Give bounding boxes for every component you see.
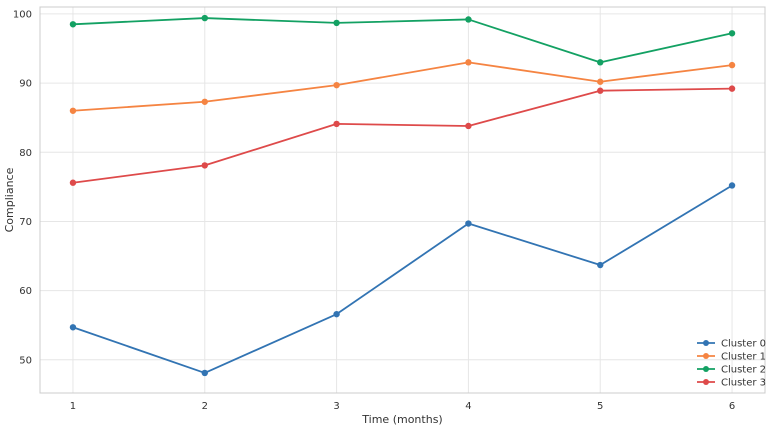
data-point bbox=[201, 369, 208, 377]
legend-item: Cluster 1 bbox=[697, 352, 766, 363]
data-point bbox=[597, 261, 604, 269]
legend-marker bbox=[703, 353, 709, 359]
x-tick-label: 2 bbox=[202, 401, 208, 412]
y-tick-label: 90 bbox=[19, 79, 32, 90]
data-point bbox=[69, 107, 77, 114]
y-tick-label: 60 bbox=[19, 286, 32, 297]
legend-item: Cluster 2 bbox=[697, 365, 766, 376]
x-axis-label: Time (months) bbox=[361, 413, 442, 426]
y-tick-label: 100 bbox=[13, 9, 32, 20]
legend-marker bbox=[703, 340, 709, 346]
data-point bbox=[333, 310, 340, 318]
data-point bbox=[728, 182, 736, 189]
data-point bbox=[465, 16, 472, 23]
data-point bbox=[465, 59, 472, 66]
x-tick-label: 4 bbox=[465, 401, 471, 412]
data-point bbox=[728, 85, 736, 92]
legend-label: Cluster 1 bbox=[721, 352, 766, 363]
data-point bbox=[201, 162, 208, 169]
data-point bbox=[201, 98, 208, 105]
x-tick-label: 1 bbox=[70, 401, 76, 412]
data-point bbox=[728, 61, 736, 69]
data-point bbox=[333, 120, 340, 128]
data-point bbox=[597, 59, 604, 66]
legend-marker bbox=[703, 379, 709, 385]
x-tick-label: 5 bbox=[597, 401, 603, 412]
legend-label: Cluster 0 bbox=[721, 339, 766, 350]
series-cluster-0 bbox=[69, 182, 736, 377]
series-line bbox=[72, 87, 733, 184]
gridlines bbox=[40, 7, 765, 393]
series-cluster-1 bbox=[69, 59, 736, 114]
series-line bbox=[72, 61, 733, 112]
legend-item: Cluster 0 bbox=[697, 339, 766, 350]
data-point bbox=[333, 19, 340, 27]
y-tick-label: 50 bbox=[19, 355, 32, 366]
series-line bbox=[72, 184, 733, 374]
data-point bbox=[728, 30, 736, 37]
legend-marker bbox=[703, 366, 709, 372]
data-point bbox=[597, 87, 604, 94]
y-axis-label: Compliance bbox=[3, 167, 16, 232]
x-tick-label: 6 bbox=[729, 401, 735, 412]
data-point bbox=[201, 14, 208, 22]
series-line bbox=[72, 17, 733, 64]
plot-frame bbox=[39, 6, 766, 394]
axis-ticks: 50 60 70 80 90 100 1 2 3 4 5 6 bbox=[13, 9, 735, 412]
x-tick-label: 3 bbox=[333, 401, 339, 412]
data-point bbox=[465, 220, 472, 227]
data-point bbox=[69, 21, 77, 28]
legend-label: Cluster 3 bbox=[721, 378, 766, 389]
y-tick-label: 70 bbox=[19, 217, 32, 228]
data-point bbox=[333, 81, 340, 89]
legend-label: Cluster 2 bbox=[721, 365, 766, 376]
y-tick-label: 80 bbox=[19, 148, 32, 159]
data-point bbox=[597, 78, 604, 85]
data-point bbox=[69, 324, 77, 331]
series-lines bbox=[69, 14, 736, 377]
legend-item: Cluster 3 bbox=[697, 378, 766, 389]
series-cluster-2 bbox=[69, 14, 736, 66]
legend: Cluster 0 Cluster 1 Cluster 2 Cluster 3 bbox=[697, 339, 766, 389]
series-cluster-3 bbox=[69, 85, 736, 186]
data-point bbox=[69, 179, 77, 186]
data-point bbox=[465, 122, 472, 130]
